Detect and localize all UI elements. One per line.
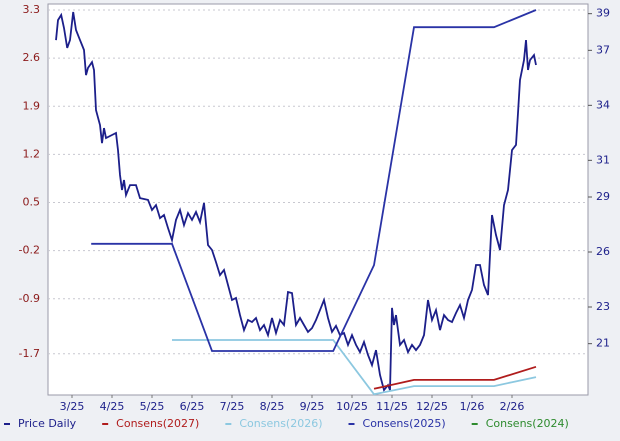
legend-label: Consens(2027)	[116, 417, 199, 430]
y-tick-label: -0.9	[19, 292, 40, 305]
x-tick-label: 4/25	[100, 400, 125, 413]
y-tick-label: -0.2	[19, 244, 40, 257]
y2-tick-label: 39	[596, 7, 610, 20]
y2-tick-label: 31	[596, 153, 610, 166]
y-tick-label: -1.7	[19, 347, 40, 360]
x-tick-label: 6/25	[180, 400, 205, 413]
series-line	[172, 339, 537, 396]
x-tick-label: 10/25	[336, 400, 368, 413]
x-tick-label: 2/26	[500, 400, 525, 413]
series-line	[55, 11, 537, 393]
x-tick-label: 5/25	[140, 400, 165, 413]
y-tick-label: 3.3	[23, 3, 41, 16]
plot-area	[47, 3, 589, 396]
y-tick-label: 2.6	[23, 51, 41, 64]
y-tick-label: 1.2	[23, 147, 41, 160]
series-line	[373, 365, 537, 390]
x-tick-label: 12/25	[416, 400, 448, 413]
y2-tick-label: 34	[596, 98, 610, 111]
legend-label: Consens(2024)	[486, 417, 569, 430]
x-tick-label: 8/25	[260, 400, 285, 413]
y2-tick-label: 29	[596, 190, 610, 203]
x-tick-label: 3/25	[60, 400, 85, 413]
legend-label: Consens(2026)	[239, 417, 322, 430]
x-tick-label: 7/25	[220, 400, 245, 413]
x-tick-label: 11/25	[376, 400, 408, 413]
series-line	[91, 9, 537, 352]
y2-tick-label: 26	[596, 245, 610, 258]
y2-tick-label: 37	[596, 43, 610, 56]
y-tick-label: 0.5	[23, 196, 41, 209]
y-tick-label: 1.9	[23, 99, 41, 112]
y2-tick-label: 21	[596, 337, 610, 350]
y2-tick-label: 23	[596, 300, 610, 313]
legend-label: Consens(2025)	[363, 417, 446, 430]
legend-label: Price Daily	[18, 417, 77, 430]
x-tick-label: 9/25	[300, 400, 325, 413]
x-tick-label: 1/26	[460, 400, 485, 413]
